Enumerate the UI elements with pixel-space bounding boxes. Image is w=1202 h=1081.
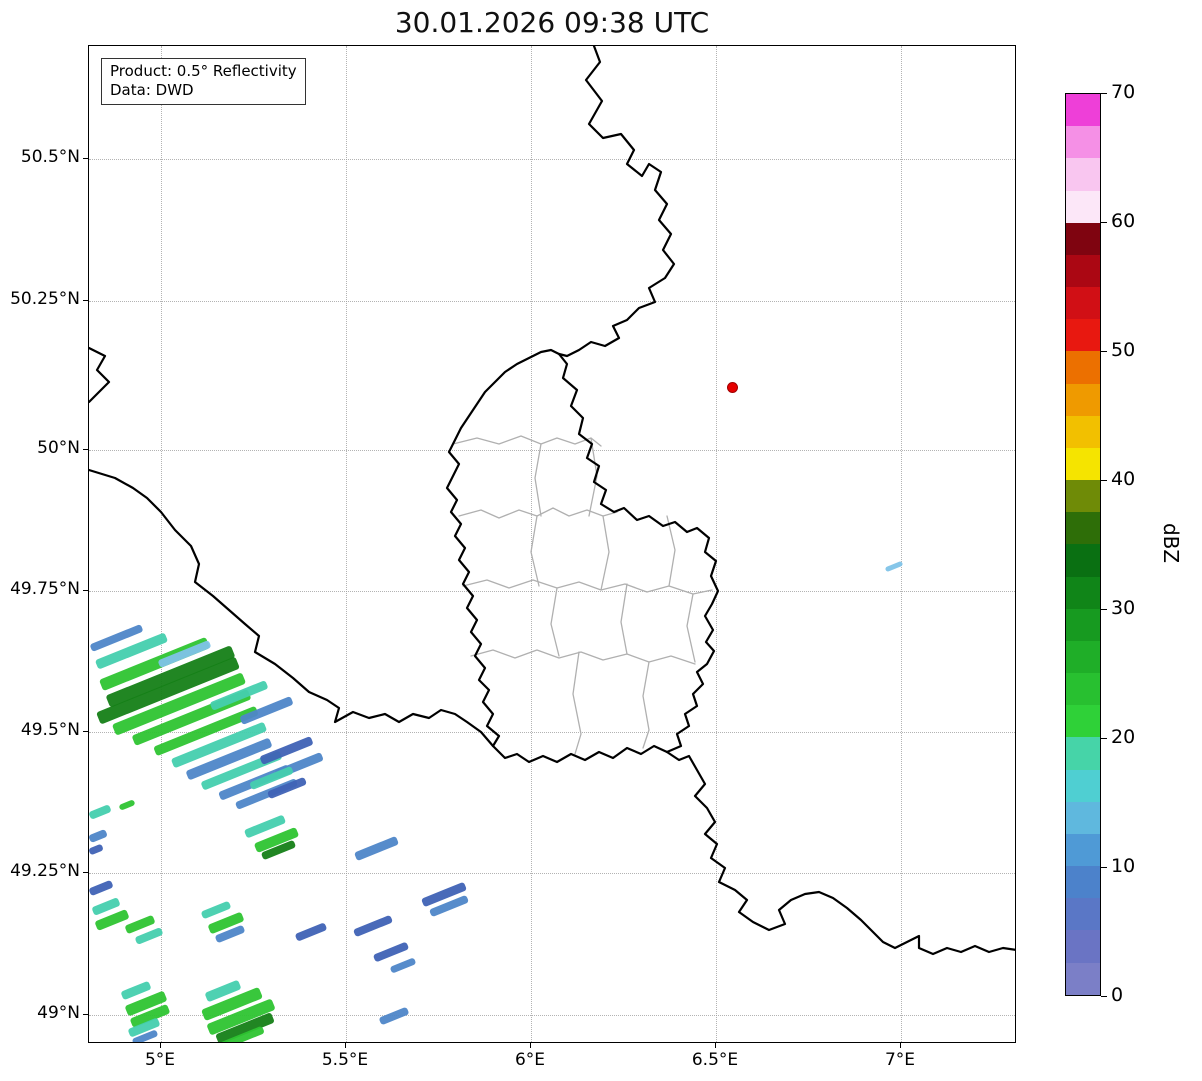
- colorbar-label: dBZ: [1159, 522, 1183, 564]
- border-france-belgium-b: [89, 468, 495, 748]
- colorbar-segment: [1066, 383, 1100, 416]
- gridline-horizontal: [89, 450, 1015, 451]
- colorbar-tick-label: 20: [1111, 726, 1136, 748]
- y-axis-tick-label: 50°N: [37, 438, 80, 458]
- x-axis-tick-label: 6.5°E: [691, 1050, 739, 1070]
- gridline-vertical: [901, 46, 902, 1042]
- colorbar-tick-label: 60: [1111, 210, 1136, 232]
- colorbar-segment: [1066, 898, 1100, 931]
- colorbar-segment: [1066, 190, 1100, 223]
- x-axis-tick-mark: [345, 1043, 346, 1048]
- y-axis-tick-label: 49.75°N: [10, 579, 80, 599]
- colorbar-tick-mark: [1101, 996, 1107, 997]
- canton-borders: [452, 435, 713, 755]
- x-axis-tick-mark: [715, 1043, 716, 1048]
- y-axis-tick-label: 49.5°N: [20, 720, 80, 740]
- colorbar-segment: [1066, 673, 1100, 706]
- colorbar-segment: [1066, 833, 1100, 867]
- x-axis-tick-label: 6°E: [514, 1050, 546, 1070]
- colorbar-segment: [1066, 222, 1100, 255]
- colorbar-segment: [1066, 415, 1100, 448]
- colorbar-tick-label: 10: [1111, 855, 1136, 877]
- x-axis-tick-label: 5°E: [144, 1050, 176, 1070]
- gridline-horizontal: [89, 873, 1015, 874]
- colorbar-tick-label: 50: [1111, 339, 1136, 361]
- border-belgium-germany: [557, 46, 676, 358]
- x-axis-tick-label: 7°E: [884, 1050, 916, 1070]
- colorbar-segment: [1066, 576, 1100, 609]
- gridline-vertical: [161, 46, 162, 1042]
- national-borders: [89, 46, 1015, 956]
- colorbar-segment: [1066, 769, 1100, 802]
- x-axis-tick-mark: [900, 1043, 901, 1048]
- colorbar-segment: [1066, 94, 1100, 127]
- y-axis-tick-label: 49.25°N: [10, 861, 80, 881]
- colorbar-segment: [1066, 801, 1100, 834]
- y-axis-tick-mark: [83, 872, 88, 873]
- colorbar-tick-mark: [1101, 480, 1107, 481]
- colorbar-segment: [1066, 705, 1100, 738]
- border-france-belgium-a: [89, 346, 111, 404]
- colorbar-segment: [1066, 126, 1100, 159]
- colorbar-segment: [1066, 962, 1100, 995]
- border-france-germany: [665, 750, 1015, 956]
- colorbar-segment: [1066, 640, 1100, 674]
- y-axis-tick-label: 50.5°N: [20, 147, 80, 167]
- colorbar-segment: [1066, 480, 1100, 513]
- colorbar-tick-label: 70: [1111, 81, 1136, 103]
- gridline-vertical: [716, 46, 717, 1042]
- colorbar-tick-mark: [1101, 738, 1107, 739]
- y-axis-tick-label: 50.25°N: [10, 289, 80, 309]
- gridline-vertical: [531, 46, 532, 1042]
- map-plot-area: Product: 0.5° Reflectivity Data: DWD: [88, 45, 1016, 1043]
- y-axis-tick-mark: [83, 731, 88, 732]
- colorbar-segment: [1066, 254, 1100, 288]
- colorbar-segment: [1066, 544, 1100, 577]
- gridline-horizontal: [89, 301, 1015, 302]
- colorbar-segment: [1066, 351, 1100, 384]
- colorbar-segment: [1066, 158, 1100, 191]
- y-axis-tick-mark: [83, 449, 88, 450]
- colorbar-segment: [1066, 512, 1100, 545]
- gridline-vertical: [346, 46, 347, 1042]
- colorbar-tick-mark: [1101, 93, 1107, 94]
- radar-site-marker: [727, 382, 738, 393]
- colorbar-tick-mark: [1101, 222, 1107, 223]
- colorbar-segment: [1066, 866, 1100, 899]
- border-luxembourg: [445, 348, 720, 764]
- gridline-horizontal: [89, 1015, 1015, 1016]
- colorbar-tick-mark: [1101, 609, 1107, 610]
- colorbar-tick-mark: [1101, 351, 1107, 352]
- x-axis-tick-mark: [160, 1043, 161, 1048]
- gridline-horizontal: [89, 732, 1015, 733]
- colorbar-tick-label: 30: [1111, 597, 1136, 619]
- colorbar-segment: [1066, 930, 1100, 963]
- annotation-box: Product: 0.5° Reflectivity Data: DWD: [101, 58, 306, 105]
- y-axis-tick-mark: [83, 300, 88, 301]
- x-axis-tick-mark: [530, 1043, 531, 1048]
- gridline-horizontal: [89, 591, 1015, 592]
- y-axis-tick-mark: [83, 1014, 88, 1015]
- colorbar-tick-mark: [1101, 867, 1107, 868]
- data-source-line: Data: DWD: [110, 80, 194, 99]
- colorbar-segment: [1066, 737, 1100, 770]
- product-line: Product: 0.5° Reflectivity: [110, 62, 297, 80]
- colorbar-tick-label: 0: [1111, 984, 1124, 1006]
- gridline-horizontal: [89, 159, 1015, 160]
- colorbar-tick-label: 40: [1111, 468, 1136, 490]
- country-borders-svg: [89, 46, 1015, 956]
- colorbar-segment: [1066, 608, 1100, 641]
- plot-title: 30.01.2026 09:38 UTC: [394, 6, 710, 39]
- colorbar: [1065, 93, 1101, 996]
- y-axis-tick-mark: [83, 158, 88, 159]
- colorbar-segment: [1066, 319, 1100, 352]
- x-axis-tick-label: 5.5°E: [321, 1050, 369, 1070]
- colorbar-segment: [1066, 447, 1100, 481]
- colorbar-segment: [1066, 287, 1100, 320]
- y-axis-tick-mark: [83, 590, 88, 591]
- y-axis-tick-label: 49°N: [37, 1003, 80, 1023]
